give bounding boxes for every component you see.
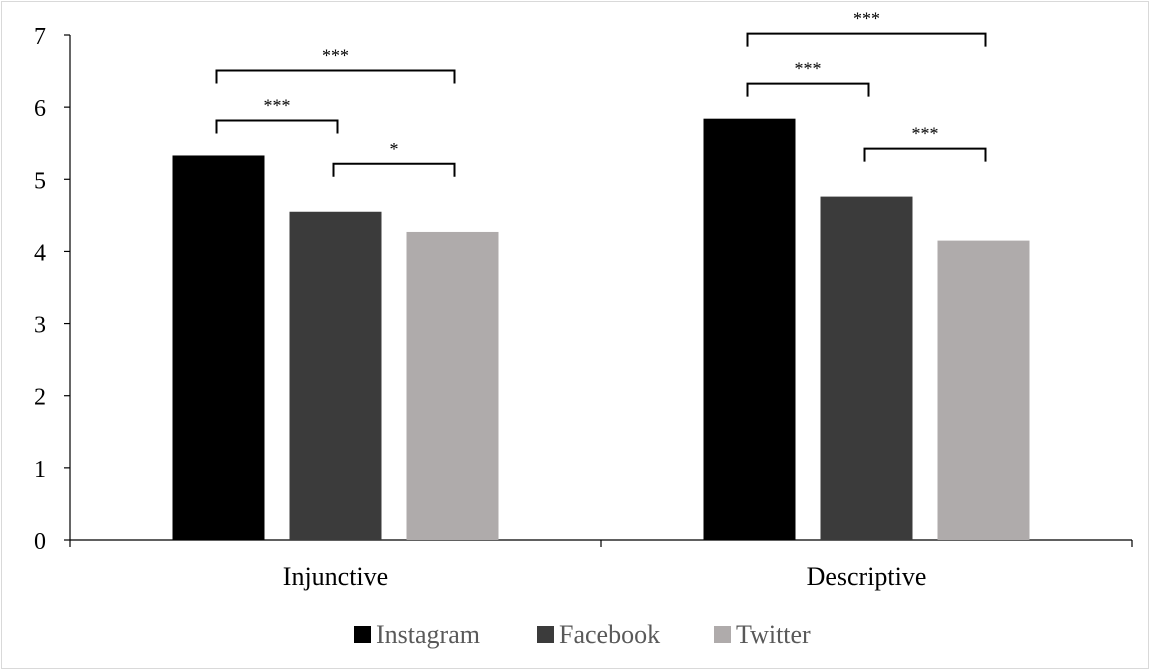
bar-twitter-descriptive (937, 240, 1030, 540)
y-tick-label: 1 (34, 457, 46, 483)
bar-facebook-descriptive (820, 196, 913, 540)
y-tick-label: 0 (34, 529, 46, 555)
y-tick-label: 5 (34, 168, 46, 194)
bar-instagram-injunctive (172, 155, 265, 540)
bar-instagram-descriptive (703, 118, 796, 540)
significance-label: * (390, 139, 399, 159)
significance-brackets: **************** (215, 9, 987, 177)
y-tick-label: 3 (34, 313, 46, 339)
significance-bracket (215, 119, 339, 134)
bar-facebook-injunctive (289, 211, 382, 540)
significance-bracket (746, 82, 870, 97)
axes: 0 1 2 3 4 5 6 7 Injunctive Descriptive (34, 24, 1133, 591)
significance-bracket (863, 147, 987, 162)
x-category-label: Descriptive (807, 562, 927, 591)
y-tick-label: 4 (34, 240, 46, 266)
bars (172, 118, 1030, 540)
significance-label: *** (264, 95, 291, 115)
significance-label: *** (795, 59, 822, 79)
significance-label: *** (853, 9, 880, 29)
y-tick-label: 7 (34, 24, 46, 50)
legend-label-twitter: Twitter (736, 620, 811, 649)
y-tick-label: 6 (34, 96, 46, 122)
x-category-label: Injunctive (283, 562, 388, 591)
legend: Instagram Facebook Twitter (354, 620, 811, 649)
legend-label-instagram: Instagram (376, 620, 480, 649)
significance-bracket (746, 32, 987, 47)
significance-label: *** (912, 124, 939, 144)
legend-swatch-facebook (537, 626, 554, 643)
bar-twitter-injunctive (406, 231, 499, 540)
legend-label-facebook: Facebook (559, 620, 660, 649)
y-tick-label: 2 (34, 385, 46, 411)
significance-bracket (332, 162, 456, 177)
significance-bracket (215, 69, 456, 84)
significance-label: *** (322, 45, 349, 65)
legend-swatch-twitter (714, 626, 731, 643)
legend-swatch-instagram (354, 626, 371, 643)
